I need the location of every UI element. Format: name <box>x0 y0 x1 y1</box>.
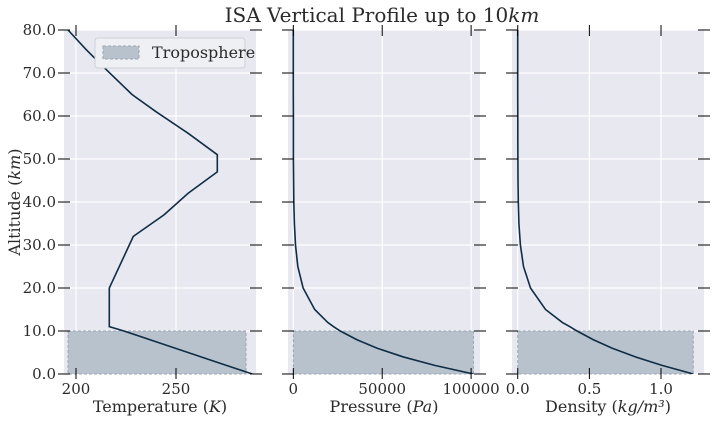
y-axis-label: Altitude (km) <box>5 148 24 256</box>
x-tick-label: 100000 <box>442 380 499 398</box>
y-tick-label: 20.0 <box>23 279 56 297</box>
x-tick-label: 250 <box>162 380 191 398</box>
y-tick-label: 0.0 <box>32 365 56 383</box>
x-tick-label: 0.5 <box>577 380 601 398</box>
y-tick-label: 10.0 <box>23 322 56 340</box>
legend-label: Troposphere <box>152 43 255 62</box>
chart-title: ISA Vertical Profile up to 10km <box>225 3 540 27</box>
panel-1: 0.0 10.0 20.0 30.0 40.0 50.0 60.0 70.0 80.0 200 25… <box>23 21 262 416</box>
troposphere-shade <box>517 330 694 375</box>
x-axis-label: Pressure (Pa) <box>330 397 439 416</box>
x-tick-label: 0 <box>289 380 299 398</box>
y-tick-label: 80.0 <box>23 21 56 39</box>
x-tick-label: 0.0 <box>506 380 530 398</box>
x-tick-label: 1.0 <box>649 380 673 398</box>
legend-box <box>94 37 246 69</box>
x-axis-label: Density (kg/m³) <box>545 397 671 416</box>
data-line <box>516 30 694 374</box>
legend: Troposphere <box>94 37 255 69</box>
legend-swatch <box>102 45 140 60</box>
data-line <box>292 30 474 374</box>
y-tick-label: 40.0 <box>23 193 56 211</box>
y-tick-label: 70.0 <box>23 64 56 82</box>
y-tick-label: 30.0 <box>23 236 56 254</box>
x-tick-label: 200 <box>62 380 91 398</box>
y-tick-label: 60.0 <box>23 107 56 125</box>
troposphere-shade <box>67 330 247 375</box>
x-tick-label: 50000 <box>358 380 406 398</box>
x-axis-label: Temperature (K) <box>93 397 227 416</box>
data-line <box>67 30 253 374</box>
y-tick-label: 50.0 <box>23 150 56 168</box>
